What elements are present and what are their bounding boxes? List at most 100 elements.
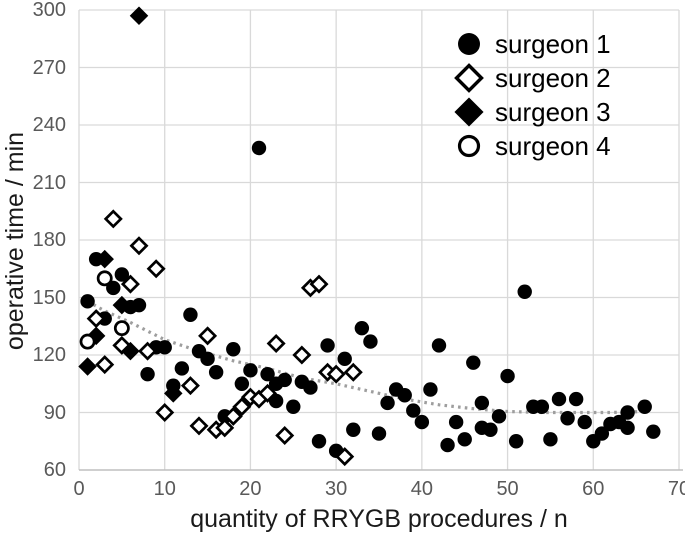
data-point-surgeon-1	[457, 432, 472, 447]
data-point-surgeon-1	[354, 320, 370, 336]
y-tick-label: 60	[43, 459, 66, 481]
data-point-surgeon-2	[232, 397, 252, 417]
data-point-surgeon-2	[86, 309, 106, 329]
marker-shape	[457, 134, 481, 158]
data-point-surgeon-1	[637, 399, 652, 414]
legend-filled-diamond-icon	[454, 97, 484, 127]
data-point-surgeon-1	[234, 376, 250, 391]
data-point-surgeon-1	[380, 395, 395, 411]
data-point-surgeon-1	[174, 361, 190, 376]
y-tick-label: 210	[32, 171, 66, 194]
data-point-surgeon-2	[146, 259, 166, 279]
data-point-surgeon-3	[129, 6, 149, 26]
data-point-surgeon-2	[155, 402, 175, 423]
data-point-surgeon-4	[113, 320, 130, 337]
marker-shape	[454, 97, 484, 127]
data-point-surgeon-1	[371, 426, 387, 441]
data-point-surgeon-1	[423, 382, 438, 397]
data-point-surgeon-1	[260, 366, 275, 382]
trendline	[86, 299, 645, 415]
data-point-surgeon-4	[79, 333, 96, 350]
data-point-surgeon-1	[440, 437, 455, 453]
data-point-surgeon-1	[320, 338, 335, 353]
data-point-surgeon-1	[157, 340, 172, 355]
x-tick-label: 50	[496, 478, 519, 500]
data-point-surgeon-1	[551, 391, 567, 407]
x-tick-label: 70	[667, 478, 685, 500]
legend-open-diamond-icon	[454, 63, 484, 93]
y-tick-label: 300	[32, 0, 66, 21]
data-point-surgeon-1	[140, 366, 155, 382]
x-axis-title: quantity of RRYGB procedures / n	[190, 505, 568, 533]
data-point-surgeon-1	[226, 342, 241, 357]
legend-item-label: surgeon 1	[495, 29, 611, 59]
data-point-surgeon-1	[311, 434, 327, 449]
legend-item-surgeon-3: surgeon 3	[452, 95, 611, 129]
data-point-surgeon-2	[138, 341, 158, 361]
x-tick-label: 30	[325, 478, 348, 500]
data-point-surgeon-1	[243, 363, 258, 378]
data-point-surgeon-1	[448, 414, 464, 430]
legend-open-circle-icon	[457, 134, 481, 158]
legend-item-label: surgeon 4	[495, 131, 611, 161]
data-point-surgeon-1	[594, 426, 610, 441]
y-axis-title: operative time / min	[1, 131, 29, 351]
data-point-surgeon-3	[112, 295, 132, 315]
data-point-surgeon-1	[483, 422, 498, 437]
data-point-surgeon-1	[251, 140, 267, 156]
data-point-surgeon-1	[534, 399, 550, 414]
data-point-surgeon-1	[208, 365, 224, 380]
data-point-surgeon-2	[266, 333, 286, 354]
data-point-surgeon-1	[200, 351, 215, 367]
data-point-surgeon-1	[80, 294, 95, 309]
data-point-surgeon-2	[223, 406, 243, 426]
data-point-surgeon-1	[568, 391, 584, 407]
y-tick-label: 270	[32, 56, 66, 79]
data-point-surgeon-1	[277, 372, 292, 388]
y-tick-label: 150	[32, 286, 66, 309]
data-point-surgeon-1	[414, 414, 430, 430]
data-point-surgeon-1	[406, 403, 421, 418]
data-point-surgeon-1	[363, 334, 378, 349]
data-point-surgeon-2	[292, 345, 312, 365]
data-point-surgeon-1	[114, 267, 130, 282]
legend-item-surgeon-4: surgeon 4	[452, 129, 611, 163]
data-point-surgeon-2	[129, 236, 149, 256]
data-point-surgeon-1	[620, 405, 635, 420]
data-point-surgeon-1	[517, 284, 532, 299]
data-point-surgeon-1	[474, 395, 490, 411]
data-point-surgeon-2	[103, 209, 123, 229]
legend-filled-circle-icon	[458, 33, 480, 55]
legend-item-surgeon-1: surgeon 1	[452, 27, 611, 61]
data-point-surgeon-1	[620, 420, 635, 436]
data-point-surgeon-2	[258, 383, 278, 403]
marker-shape	[458, 33, 480, 55]
data-point-surgeon-1	[508, 434, 524, 449]
data-point-surgeon-1	[491, 409, 507, 424]
data-point-surgeon-2	[95, 355, 115, 375]
data-point-surgeon-2	[112, 335, 132, 355]
data-point-surgeon-2	[335, 447, 355, 467]
data-point-surgeon-1	[646, 424, 661, 439]
x-tick-label: 40	[410, 478, 433, 500]
data-point-surgeon-1	[131, 297, 147, 313]
data-point-surgeon-1	[303, 380, 318, 395]
data-point-surgeon-1	[577, 414, 592, 430]
data-point-surgeon-2	[215, 418, 235, 438]
data-point-surgeon-2	[180, 376, 200, 396]
data-point-surgeon-2	[326, 364, 346, 384]
data-point-surgeon-4	[96, 270, 113, 287]
data-point-surgeon-1	[337, 351, 352, 367]
legend-item-surgeon-2: surgeon 2	[452, 61, 611, 95]
data-point-surgeon-1	[466, 355, 481, 370]
legend-item-label: surgeon 2	[495, 63, 611, 93]
data-point-surgeon-1	[183, 307, 198, 322]
data-point-surgeon-2	[343, 362, 363, 382]
data-point-surgeon-3	[95, 249, 114, 269]
data-point-surgeon-2	[120, 274, 140, 294]
data-point-surgeon-1	[431, 338, 447, 353]
data-point-surgeon-2	[198, 326, 218, 346]
data-point-surgeon-1	[286, 399, 301, 414]
y-tick-label: 240	[32, 114, 66, 136]
x-tick-label: 0	[73, 478, 85, 500]
